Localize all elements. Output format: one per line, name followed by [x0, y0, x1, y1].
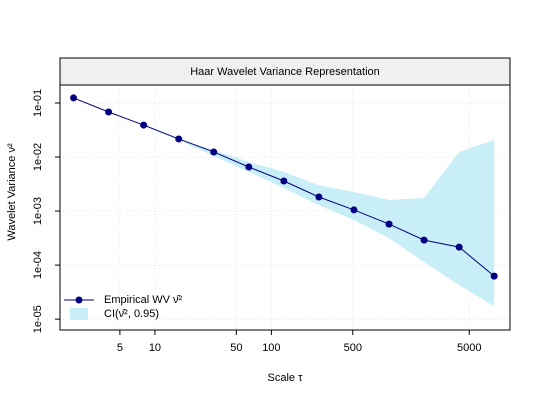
x-axis-label: Scale τ	[268, 372, 304, 384]
x-tick-label: 50	[230, 342, 242, 354]
y-tick-label: 1e-03	[32, 197, 44, 225]
plot-frame	[59, 84, 511, 331]
y-tick-label: 1e-02	[32, 143, 44, 171]
data-point	[455, 243, 463, 251]
legend-label: CI(ν̂², 0.95)	[104, 308, 159, 320]
data-point	[385, 220, 393, 228]
y-tick-label: 1e-01	[32, 89, 44, 117]
legend-marker	[75, 296, 83, 304]
x-tick-label: 10	[149, 342, 161, 354]
data-point	[280, 177, 288, 185]
data-point	[315, 193, 323, 201]
data-point	[245, 163, 253, 171]
x-tick-label: 100	[262, 342, 280, 354]
x-tick-label: 500	[344, 342, 362, 354]
data-point	[420, 236, 428, 244]
data-point	[490, 272, 498, 280]
y-tick-label: 1e-05	[32, 305, 44, 333]
data-point	[350, 206, 358, 214]
data-point	[105, 108, 113, 116]
data-point	[175, 135, 183, 143]
y-tick-label: 1e-04	[32, 251, 44, 279]
ci-band	[73, 97, 495, 307]
data-point	[210, 148, 218, 156]
chart-title: Haar Wavelet Variance Representation	[190, 66, 380, 78]
data-point	[140, 121, 148, 129]
legend-swatch	[70, 308, 88, 320]
legend-label: Empirical WV ν̂²	[104, 294, 183, 306]
data-point	[70, 94, 78, 102]
x-tick-label: 5	[117, 342, 123, 354]
y-axis-label: Wavelet Variance ν²	[6, 143, 18, 241]
title-strip	[59, 57, 511, 86]
x-tick-label: 5000	[457, 342, 481, 354]
